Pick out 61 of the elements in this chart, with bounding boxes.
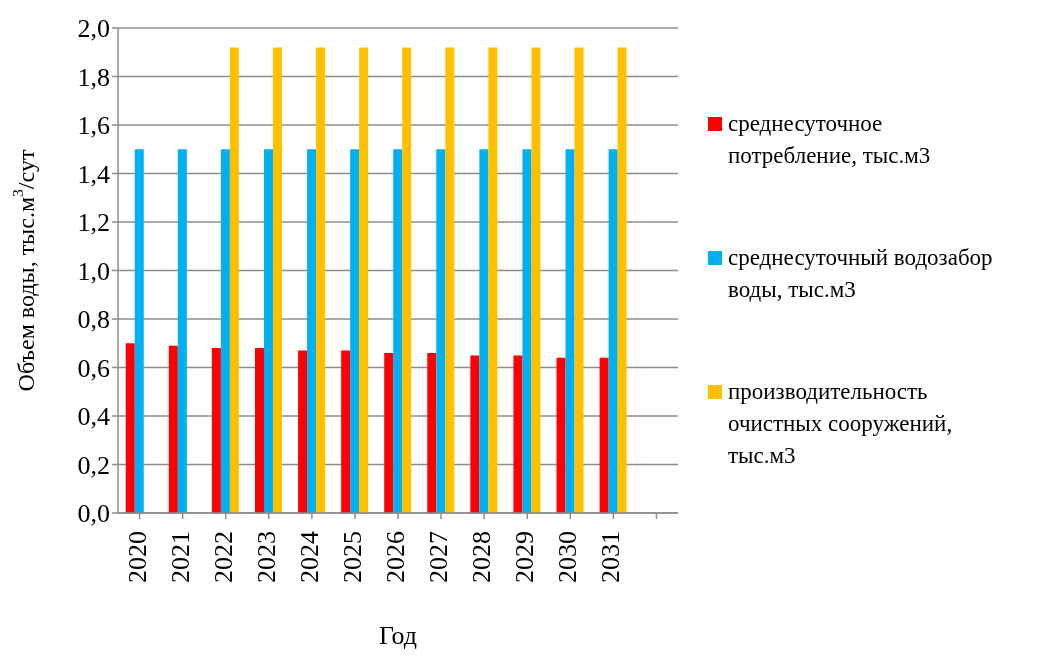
legend-label: среднесуточное потребление, тыс.м3 [728,110,932,170]
bar [254,348,264,513]
x-tick-label: 2028 [467,531,497,583]
bar [393,149,403,513]
x-tick-label: 2027 [424,531,454,583]
bar [134,149,144,513]
bar [307,149,317,513]
bar [402,47,412,513]
bar [522,149,532,513]
x-tick-label: 2020 [122,531,152,583]
bar [125,343,135,513]
x-axis-title: Год [378,620,418,650]
bar [272,47,282,513]
bar [556,357,566,513]
y-tick-label: 0,2 [77,450,110,480]
x-tick-label: 2026 [380,531,410,583]
bar [229,47,239,513]
x-tick-label: 2030 [553,531,583,583]
y-tick-label: 0,0 [77,499,110,529]
x-tick-label: 2024 [294,531,324,583]
x-tick-label: 2022 [208,531,238,583]
bar [608,149,618,513]
y-tick-label: 1,0 [77,256,110,286]
y-tick-label: 0,8 [77,305,110,335]
bar [359,47,369,513]
bar [427,352,437,513]
bar [298,350,308,513]
bar [168,345,178,513]
bar [384,352,394,513]
bar [350,149,360,513]
y-tick-label: 2,0 [77,14,110,44]
bar [211,348,221,513]
bar [488,47,498,513]
bar [436,149,446,513]
bar [617,47,627,513]
bar [316,47,326,513]
bar [341,350,351,513]
y-tick-label: 0,6 [77,353,110,383]
bar [565,149,575,513]
legend-label: среднесуточный водозабор воды, тыс.м3 [728,244,994,304]
bar [263,149,273,513]
x-tick-label: 2021 [165,531,195,583]
y-tick-label: 1,4 [77,159,110,189]
bar [513,355,523,513]
y-tick-label: 0,4 [77,402,110,432]
x-tick-label: 2023 [251,531,281,583]
bar [531,47,541,513]
bar [177,149,187,513]
legend-label: производительность очистных сооружений, тыс.м3 [728,378,954,470]
bar [599,357,609,513]
x-tick-label: 2025 [337,531,367,583]
bar [470,355,480,513]
y-tick-label: 1,6 [77,111,110,141]
y-tick-label: 1,8 [77,62,110,92]
bar [574,47,584,513]
bar [445,47,455,513]
x-tick-label: 2029 [510,531,540,583]
y-tick-label: 1,2 [77,208,110,238]
bar [479,149,489,513]
bar [220,149,230,513]
x-tick-label: 2031 [596,531,626,583]
